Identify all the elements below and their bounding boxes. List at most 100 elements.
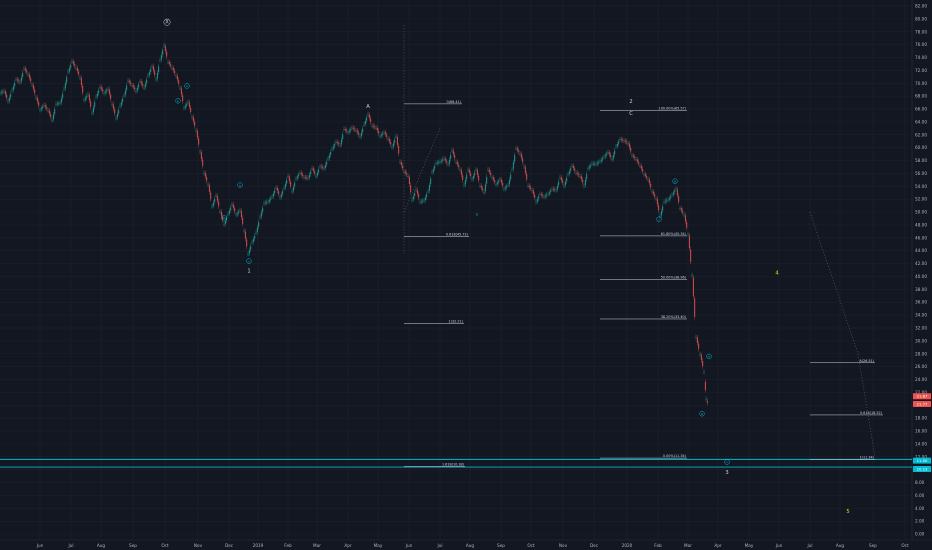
- candle-body: [672, 192, 674, 195]
- candle-body: [588, 166, 590, 169]
- y-tick-label: 34.00: [915, 313, 927, 318]
- candle-body: [20, 77, 22, 82]
- candle-body: [418, 194, 420, 198]
- candle-body: [335, 141, 337, 143]
- wave-label: v: [248, 259, 250, 263]
- candle-body: [574, 168, 576, 171]
- y-tick-label: 30.00: [915, 338, 927, 343]
- candle-body: [643, 174, 645, 175]
- candle-body: [331, 148, 333, 150]
- candle-body: [615, 146, 617, 148]
- candle-body: [680, 208, 682, 211]
- candle-body: [107, 89, 109, 90]
- candle-body: [610, 154, 612, 157]
- candle-body: [363, 124, 365, 126]
- candle-body: [24, 68, 26, 71]
- candle-body: [342, 134, 344, 140]
- candle-body: [222, 216, 224, 221]
- candle-body: [356, 130, 358, 133]
- candle-body: [487, 169, 489, 171]
- candle-body: [427, 191, 429, 193]
- candle-body: [474, 172, 476, 176]
- wave-label: 3: [725, 470, 728, 476]
- y-tick-label: 4.00: [915, 506, 925, 511]
- candle-body: [298, 174, 300, 177]
- fib-level-label: 100.00%(65.57): [659, 106, 687, 110]
- candle-body: [359, 136, 361, 138]
- candle-body: [591, 163, 593, 165]
- candle-body: [39, 109, 41, 111]
- y-tick-label: 38.00: [915, 287, 927, 292]
- candle-body: [498, 180, 500, 183]
- candle-body: [370, 118, 372, 123]
- y-tick-label: 2.00: [915, 519, 925, 524]
- wave-label: b: [177, 99, 179, 103]
- candle-body: [432, 169, 434, 172]
- candle-body: [484, 184, 486, 192]
- y-tick-label: 44.00: [915, 248, 927, 253]
- x-tick-label: Sep: [869, 543, 877, 548]
- wave-label: B: [476, 212, 478, 216]
- candle-body: [559, 177, 561, 179]
- candle-body: [423, 200, 425, 202]
- candle-body: [44, 105, 46, 107]
- candle-body: [196, 131, 198, 138]
- candle-body: [268, 200, 270, 202]
- candle-body: [462, 175, 464, 181]
- candle-body: [614, 150, 616, 155]
- candle-body: [562, 180, 564, 183]
- candle-body: [496, 182, 498, 185]
- y-tick-label: 36.00: [915, 300, 927, 305]
- candle-body: [467, 169, 469, 171]
- candle-body: [122, 98, 124, 102]
- wave-label: X: [165, 19, 169, 25]
- candle-body: [74, 63, 76, 66]
- candle-body: [72, 61, 74, 64]
- candle-body: [476, 170, 478, 176]
- candle-body: [111, 103, 113, 105]
- candle-body: [83, 100, 85, 101]
- candle-body: [60, 98, 62, 103]
- candle-body: [619, 139, 621, 141]
- y-tick-label: 48.00: [915, 222, 927, 227]
- candle-body: [384, 132, 386, 135]
- candle-body: [379, 136, 381, 137]
- candle-body: [659, 215, 661, 217]
- candle-body: [534, 194, 536, 199]
- candle-body: [23, 68, 25, 70]
- candle-body: [624, 140, 626, 142]
- candle-body: [160, 55, 162, 60]
- candle-body: [286, 179, 288, 184]
- candle-body: [180, 88, 182, 95]
- candle-body: [490, 172, 492, 175]
- candle-body: [296, 176, 298, 179]
- candle-body: [546, 194, 548, 196]
- candle-body: [234, 208, 236, 212]
- candle-body: [264, 202, 266, 204]
- candle-body: [378, 130, 380, 134]
- candle-body: [471, 179, 473, 180]
- candle-body: [483, 192, 485, 193]
- candle-body: [80, 78, 82, 86]
- y-tick-label: 28.00: [915, 351, 927, 356]
- candle-body: [606, 153, 608, 156]
- candle-body: [287, 176, 289, 177]
- candle-body: [666, 200, 668, 202]
- candle-body: [195, 130, 197, 131]
- y-tick-label: 76.00: [915, 42, 927, 47]
- candle-body: [330, 152, 332, 156]
- candle-body: [703, 371, 705, 373]
- candle-body: [84, 98, 86, 100]
- candle-body: [587, 168, 589, 169]
- candle-body: [676, 189, 678, 196]
- candle-body: [108, 89, 110, 95]
- candle-body: [55, 103, 57, 105]
- candle-body: [706, 401, 708, 403]
- candle-body: [460, 170, 462, 175]
- candle-body: [119, 105, 121, 107]
- candle-body: [106, 90, 108, 92]
- candle-body: [568, 171, 570, 174]
- candle-body: [570, 168, 572, 171]
- x-tick-label: Mar: [313, 543, 321, 548]
